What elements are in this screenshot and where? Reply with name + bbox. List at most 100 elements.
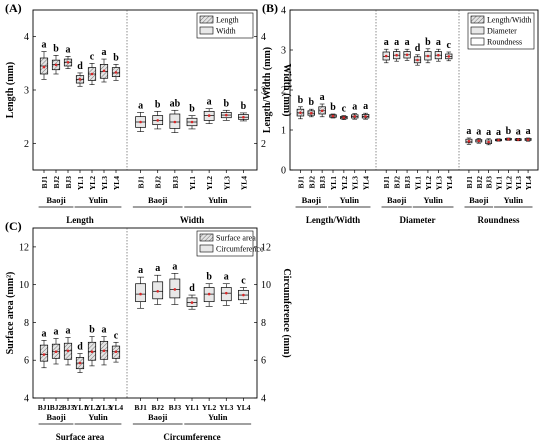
x-tick-label: YL2 — [202, 403, 216, 412]
significance-letter: b — [53, 43, 59, 54]
x-tick-label: YL4 — [239, 176, 248, 190]
mean-point — [516, 138, 520, 141]
mean-point — [309, 111, 313, 115]
x-tick-label: BJ3 — [318, 176, 327, 189]
significance-letter: a — [42, 328, 47, 339]
x-tick-label: YL3 — [434, 176, 443, 190]
x-tick-label: BJ3 — [485, 176, 494, 189]
mean-point — [342, 116, 346, 119]
group-label: Yulin — [340, 195, 360, 205]
x-tick-label: YL2 — [88, 176, 97, 190]
x-tick-label: YL4 — [362, 176, 371, 190]
significance-letter: b — [206, 272, 212, 283]
significance-letter: d — [77, 342, 83, 353]
legend-label: Roundness — [487, 38, 522, 47]
significance-letter: a — [102, 325, 107, 336]
x-tick-label: YL3 — [97, 403, 111, 412]
box-YL2: b — [424, 37, 432, 64]
legend-label: Diameter — [487, 27, 517, 36]
significance-letter: b — [189, 104, 195, 115]
mean-point — [42, 65, 46, 69]
significance-letter: a — [54, 327, 59, 338]
x-tick-label: BJ1 — [40, 176, 49, 189]
box-YL3: a — [99, 325, 109, 366]
significance-letter: a — [207, 97, 212, 108]
box-YL4: a — [524, 126, 532, 142]
box-BJ3: a — [63, 44, 73, 69]
box-YL1: d — [75, 342, 85, 373]
significance-letter: a — [466, 126, 471, 137]
y-tick-label: 8 — [24, 318, 29, 329]
x-tick-label: YL2 — [205, 176, 214, 190]
legend-swatch — [199, 26, 214, 35]
x-tick-label: BJ2 — [154, 176, 163, 189]
group-label: Baoji — [148, 195, 168, 205]
y-tick-label: 2 — [24, 139, 29, 150]
mean-point — [66, 349, 70, 353]
box-YL4: b — [111, 52, 121, 81]
legend-label: Circumference — [216, 245, 264, 254]
mean-point — [526, 138, 530, 141]
box-BJ3: a — [63, 326, 73, 366]
significance-letter: b — [89, 325, 95, 336]
mean-point — [242, 293, 245, 297]
box-YL4: c — [238, 276, 249, 304]
legend-label: Surface area — [216, 234, 256, 243]
box-YL2: a — [203, 97, 215, 124]
mean-point — [320, 109, 324, 113]
box-BJ3: a — [485, 127, 493, 146]
x-tick-label: BJ3 — [171, 176, 180, 189]
mean-point — [477, 139, 481, 143]
group-label: Yulin — [88, 412, 108, 422]
mean-point — [405, 53, 409, 57]
significance-letter: a — [138, 100, 143, 111]
significance-letter: a — [476, 126, 481, 137]
panel-2: (C) 4 6 8 10 12 4 6 8 10 12 Circumference (mm) Surfa… — [5, 219, 292, 442]
box-BJ2: a — [51, 327, 61, 365]
section-label: Surface area — [56, 432, 105, 442]
mean-point — [173, 288, 177, 291]
x-tick-label: BJ3 — [403, 176, 412, 189]
significance-letter: c — [342, 104, 347, 115]
y2-tick-label: 8 — [261, 318, 266, 329]
significance-letter: b — [506, 126, 512, 137]
x-tick-label: YL2 — [424, 176, 433, 190]
x-tick-label: YL4 — [109, 403, 123, 412]
section-label: Width — [180, 215, 204, 225]
box-BJ2: b — [152, 99, 164, 130]
mean-point — [467, 139, 471, 143]
x-tick-label: YL2 — [340, 176, 349, 190]
mean-point — [114, 71, 118, 74]
box-YL1: d — [75, 61, 85, 87]
box-BJ3: ab — [169, 98, 181, 133]
mean-point — [78, 361, 82, 365]
legend-swatch — [199, 233, 214, 242]
box-YL1: d — [413, 43, 422, 66]
box-BJ1: a — [465, 126, 473, 145]
y2-axis-label: Circumference (mm) — [281, 268, 292, 357]
x-tick-label: YL1 — [329, 176, 338, 190]
x-tick-label: YL3 — [222, 176, 231, 190]
x-tick-label: BJ3 — [62, 403, 75, 412]
panel-label: (B) — [262, 1, 278, 15]
panel-label: (C) — [5, 219, 22, 233]
significance-letter: a — [394, 37, 399, 48]
y2-tick-label: 10 — [261, 280, 271, 291]
mean-point — [78, 78, 82, 81]
significance-letter: ab — [170, 98, 181, 109]
box-YL3: a — [220, 272, 232, 306]
significance-letter: d — [77, 61, 83, 72]
x-tick-label: BJ1 — [137, 176, 146, 189]
group-label: Baoji — [469, 195, 489, 205]
box-BJ2: a — [475, 126, 483, 144]
iqr-box — [39, 344, 49, 362]
mean-point — [497, 138, 500, 142]
y2-axis-label: Width (mm) — [281, 64, 292, 117]
x-tick-label: BJ1 — [382, 176, 391, 189]
mean-point — [156, 119, 160, 122]
x-tick-label: YL4 — [236, 403, 250, 412]
group-label: Baoji — [46, 412, 66, 422]
y-tick-label: 3 — [24, 86, 29, 97]
y-tick-label: 1 — [281, 126, 286, 137]
